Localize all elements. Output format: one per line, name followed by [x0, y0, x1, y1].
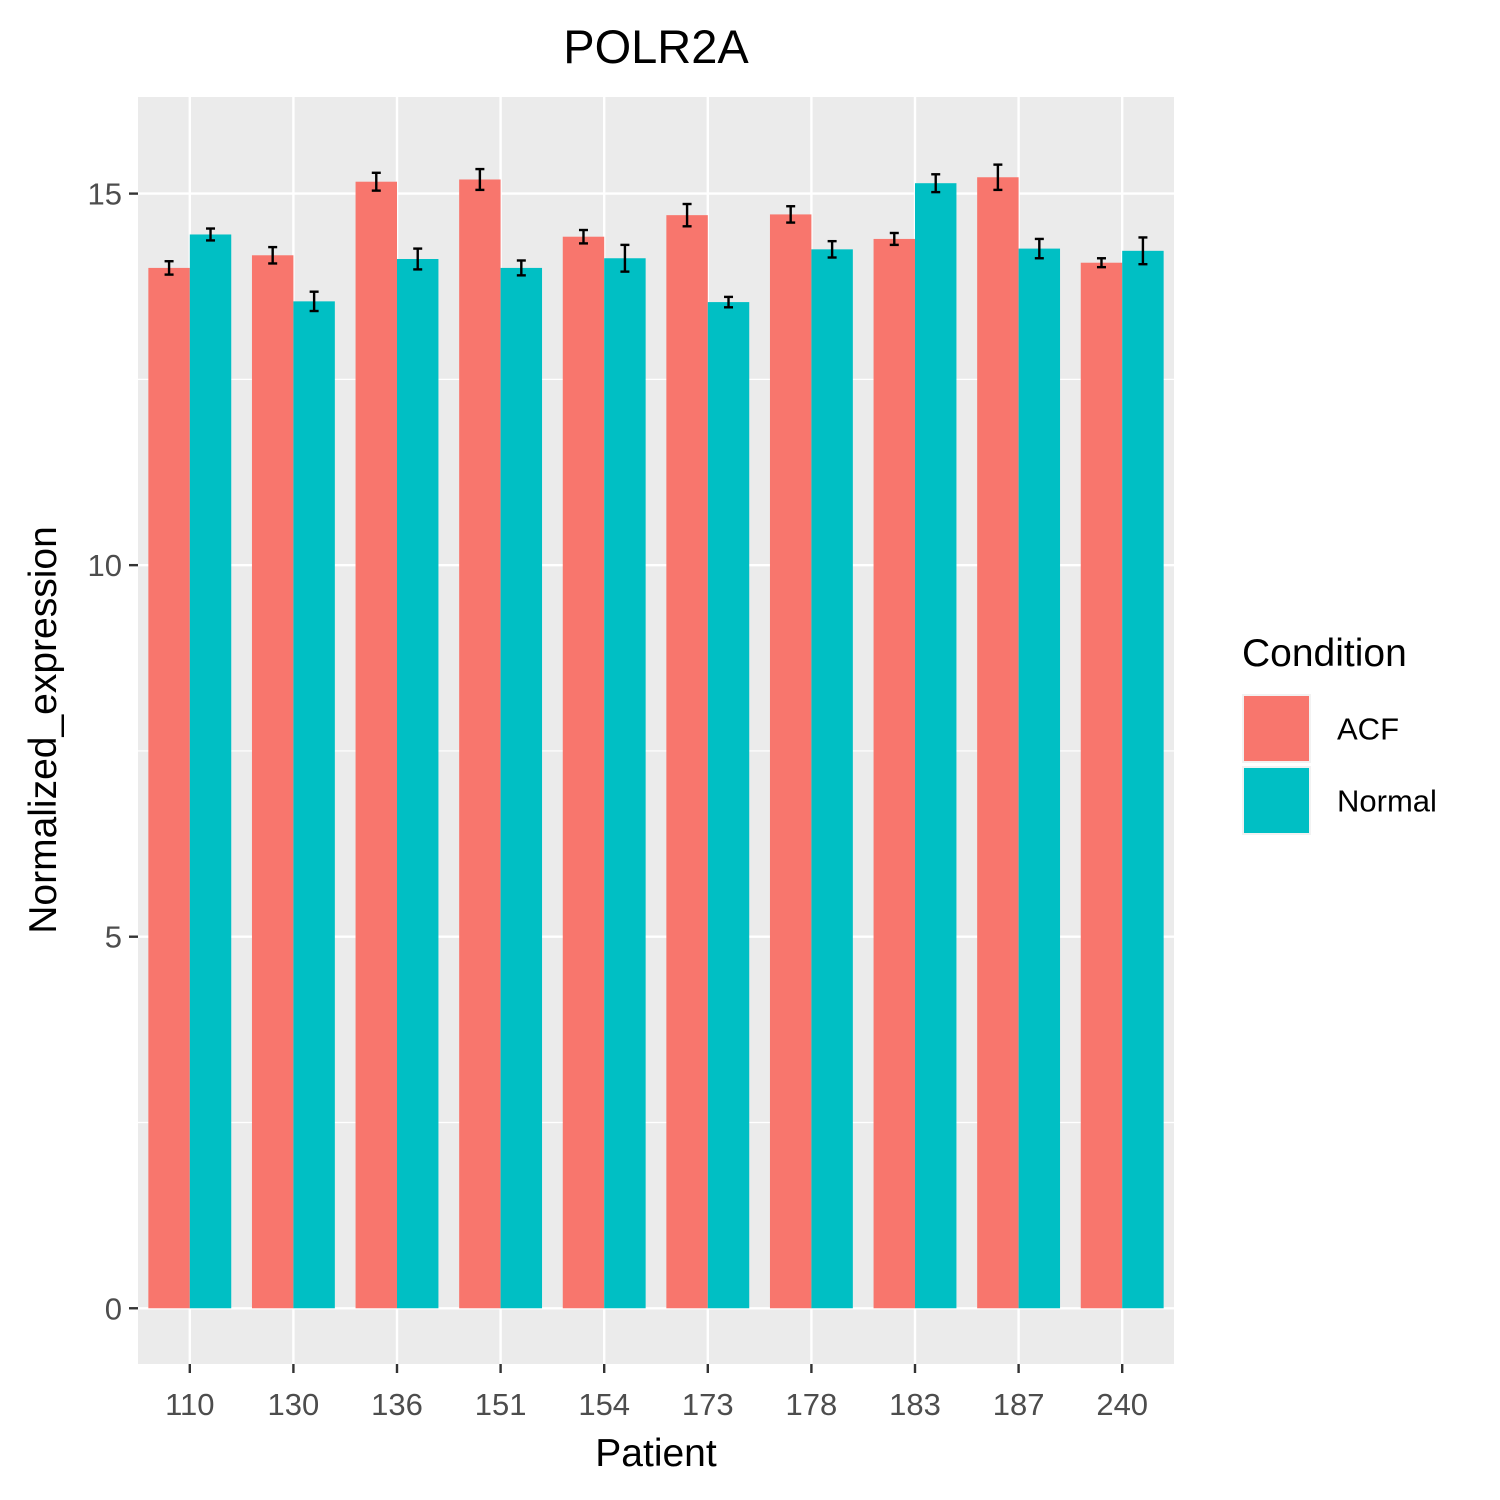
- bar-normal-154: [604, 258, 646, 1309]
- bar-normal-110: [189, 234, 232, 1309]
- x-axis-title: Patient: [595, 1432, 717, 1475]
- error-bar-acf-183: [889, 231, 899, 247]
- bar-normal-136: [397, 258, 439, 1309]
- legend: Condition ACF Normal: [1242, 632, 1437, 835]
- bar-acf-240: [1080, 262, 1123, 1309]
- legend-title: Condition: [1242, 632, 1407, 675]
- bar-acf-130: [251, 255, 294, 1309]
- bar-acf-151: [459, 179, 501, 1309]
- error-bar-normal-110: [206, 227, 216, 242]
- error-bar-acf-173: [682, 202, 692, 228]
- error-bar-normal-183: [931, 173, 941, 194]
- x-tick-label: 183: [889, 1387, 941, 1422]
- bar-acf-136: [355, 181, 397, 1309]
- y-axis: 0 5 10 15: [88, 177, 138, 1326]
- y-tick-label: 10: [88, 548, 122, 583]
- bar-normal-178: [811, 249, 853, 1309]
- error-bar-acf-240: [1096, 257, 1106, 269]
- error-bar-normal-136: [413, 247, 423, 271]
- legend-key-acf: [1244, 696, 1309, 761]
- legend-label-normal: Normal: [1337, 784, 1437, 819]
- error-bar-acf-110: [164, 260, 174, 276]
- x-tick-label: 240: [1096, 1387, 1148, 1422]
- bar-acf-154: [562, 236, 605, 1309]
- y-tick-label: 0: [105, 1291, 122, 1326]
- bar-normal-173: [707, 302, 750, 1309]
- error-bar-acf-178: [786, 205, 796, 224]
- legend-label-acf: ACF: [1337, 712, 1399, 747]
- x-tick-label: 173: [682, 1387, 734, 1422]
- bar-acf-187: [977, 177, 1019, 1309]
- error-bar-normal-154: [620, 243, 630, 273]
- x-tick-label: 178: [786, 1387, 838, 1422]
- bar-acf-183: [873, 238, 915, 1309]
- y-tick-label: 5: [105, 920, 122, 955]
- x-tick-label: 110: [165, 1387, 214, 1422]
- error-bar-normal-173: [724, 295, 734, 309]
- error-bars: [164, 163, 1148, 313]
- y-tick-label: 15: [88, 177, 122, 212]
- error-bar-normal-151: [516, 259, 526, 277]
- error-bar-normal-240: [1138, 236, 1148, 266]
- bar-acf-110: [148, 267, 190, 1309]
- x-tick-label: 151: [475, 1387, 527, 1422]
- bar-acf-173: [666, 215, 708, 1309]
- x-tick-label: 130: [268, 1387, 320, 1422]
- error-bar-acf-187: [993, 163, 1003, 192]
- error-bar-normal-178: [827, 239, 837, 259]
- error-bar-acf-136: [371, 171, 381, 192]
- x-tick-label: 154: [578, 1387, 630, 1422]
- x-tick-label: 187: [993, 1387, 1045, 1422]
- error-bar-normal-130: [309, 290, 319, 313]
- legend-key-normal: [1244, 768, 1309, 833]
- bar-acf-178: [769, 214, 812, 1309]
- chart-title: POLR2A: [563, 20, 749, 73]
- y-axis-title: Normalized_expression: [22, 526, 65, 934]
- x-axis: 110 130 136 151 154 173 178 183 187 240: [165, 1364, 1148, 1422]
- error-bar-acf-154: [578, 228, 588, 245]
- bar-normal-151: [500, 267, 543, 1309]
- bar-series: [148, 177, 1164, 1309]
- bar-normal-187: [1018, 248, 1061, 1309]
- error-bar-acf-151: [475, 167, 485, 192]
- bar-normal-183: [915, 183, 957, 1309]
- x-tick-label: 136: [371, 1387, 423, 1422]
- error-bar-acf-130: [268, 245, 278, 265]
- bar-normal-130: [293, 301, 335, 1309]
- error-bar-normal-187: [1034, 237, 1044, 260]
- bar-normal-240: [1122, 250, 1164, 1309]
